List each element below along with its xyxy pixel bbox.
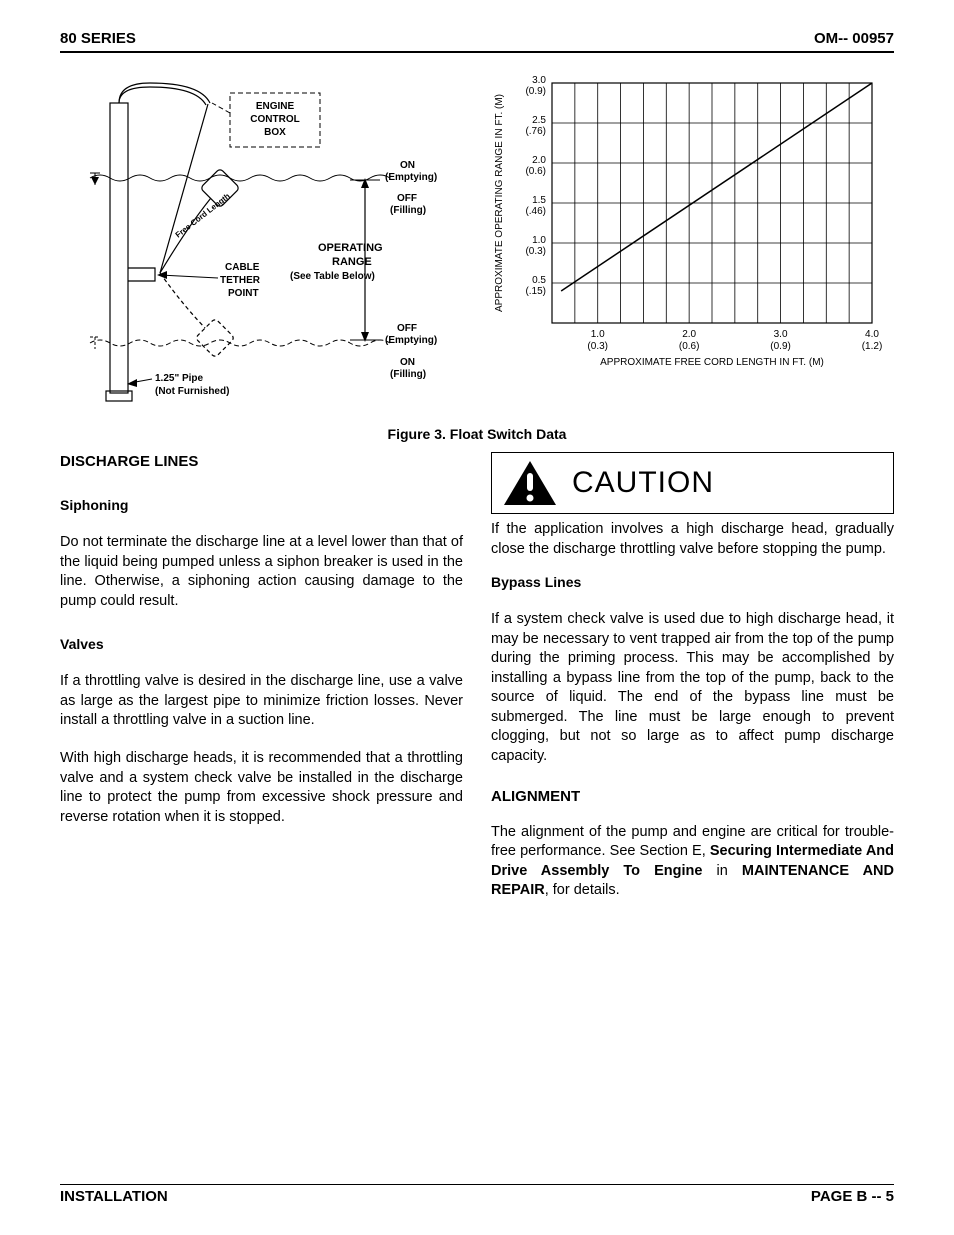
svg-text:0.5: 0.5 — [532, 275, 546, 286]
svg-text:APPROXIMATE FREE CORD LENGTH I: APPROXIMATE FREE CORD LENGTH IN FT. (M) — [600, 357, 824, 368]
alignment-text-mid: in — [702, 863, 741, 879]
svg-text:1.0: 1.0 — [591, 329, 605, 340]
svg-text:(.15): (.15) — [525, 286, 546, 297]
bypass-para: If a system check valve is used due to h… — [491, 610, 894, 767]
svg-text:TETHER: TETHER — [220, 275, 261, 286]
svg-text:4.0: 4.0 — [865, 329, 879, 340]
warning-icon — [502, 459, 558, 507]
footer-section: INSTALLATION — [60, 1188, 168, 1205]
left-column: DISCHARGE LINES Siphoning Do not termina… — [60, 452, 463, 919]
svg-text:3.0: 3.0 — [774, 329, 788, 340]
svg-text:(.46): (.46) — [525, 206, 546, 217]
svg-text:CONTROL: CONTROL — [250, 114, 299, 125]
right-column: CAUTION If the application involves a hi… — [491, 452, 894, 919]
figure-area: ENGINE CONTROL BOX ON (Emptying) OFF (Fi… — [60, 73, 894, 418]
valves-para1: If a throttling valve is desired in the … — [60, 672, 463, 731]
svg-text:(0.9): (0.9) — [770, 341, 791, 352]
svg-text:CABLE: CABLE — [225, 262, 260, 273]
svg-text:ON: ON — [400, 357, 415, 368]
svg-text:RANGE: RANGE — [332, 256, 372, 268]
svg-text:(Not Furnished): (Not Furnished) — [155, 386, 229, 397]
svg-text:2.5: 2.5 — [532, 115, 546, 126]
svg-text:APPROXIMATE OPERATING RANGE IN: APPROXIMATE OPERATING RANGE IN FT. (M) — [494, 94, 505, 312]
caution-word: CAUTION — [572, 463, 714, 504]
page-footer: INSTALLATION PAGE B -- 5 — [60, 1184, 894, 1205]
svg-text:(1.2): (1.2) — [862, 341, 883, 352]
svg-text:3.0: 3.0 — [532, 75, 546, 86]
bypass-heading: Bypass Lines — [491, 573, 894, 592]
caution-box: CAUTION — [491, 452, 894, 514]
svg-text:1.25" Pipe: 1.25" Pipe — [155, 373, 204, 384]
svg-text:2.0: 2.0 — [532, 155, 546, 166]
svg-text:(Filling): (Filling) — [390, 369, 426, 380]
svg-text:BOX: BOX — [264, 127, 286, 138]
valves-heading: Valves — [60, 635, 463, 654]
siphoning-heading: Siphoning — [60, 496, 463, 515]
svg-text:(Emptying): (Emptying) — [385, 335, 437, 346]
svg-text:ON: ON — [400, 160, 415, 171]
operating-range-chart: 0.5(.15)1.0(0.3)1.5(.46)2.0(0.6)2.5(.76)… — [482, 73, 894, 418]
svg-text:2.0: 2.0 — [682, 329, 696, 340]
svg-text:(See Table Below): (See Table Below) — [290, 271, 375, 282]
alignment-heading: ALIGNMENT — [491, 787, 894, 807]
svg-text:OPERATING: OPERATING — [318, 242, 383, 254]
svg-text:1.0: 1.0 — [532, 235, 546, 246]
svg-text:POINT: POINT — [228, 288, 259, 299]
page-header: 80 SERIES OM-- 00957 — [60, 30, 894, 53]
svg-text:(.76): (.76) — [525, 126, 546, 137]
svg-text:(0.3): (0.3) — [587, 341, 608, 352]
svg-text:Free Cord Length: Free Cord Length — [174, 191, 232, 239]
svg-text:OFF: OFF — [397, 323, 417, 334]
svg-text:(0.6): (0.6) — [525, 166, 546, 177]
discharge-heading: DISCHARGE LINES — [60, 452, 463, 472]
siphoning-para: Do not terminate the discharge line at a… — [60, 533, 463, 611]
alignment-text-post: , for details. — [545, 882, 620, 898]
figure-caption: Figure 3. Float Switch Data — [60, 426, 894, 442]
svg-text:OFF: OFF — [397, 193, 417, 204]
svg-text:ENGINE: ENGINE — [256, 101, 295, 112]
header-docnum: OM-- 00957 — [814, 30, 894, 47]
svg-text:(Filling): (Filling) — [390, 205, 426, 216]
body-columns: DISCHARGE LINES Siphoning Do not termina… — [60, 452, 894, 919]
svg-text:(0.6): (0.6) — [679, 341, 700, 352]
valves-para2: With high discharge heads, it is recomme… — [60, 749, 463, 827]
header-series: 80 SERIES — [60, 30, 136, 47]
svg-text:1.5: 1.5 — [532, 195, 546, 206]
svg-text:(0.9): (0.9) — [525, 86, 546, 97]
caution-para: If the application involves a high disch… — [491, 520, 894, 559]
float-switch-diagram: ENGINE CONTROL BOX ON (Emptying) OFF (Fi… — [60, 73, 472, 418]
alignment-para: The alignment of the pump and engine are… — [491, 823, 894, 901]
svg-text:(Emptying): (Emptying) — [385, 172, 437, 183]
svg-text:(0.3): (0.3) — [525, 246, 546, 257]
footer-page: PAGE B -- 5 — [811, 1188, 894, 1205]
